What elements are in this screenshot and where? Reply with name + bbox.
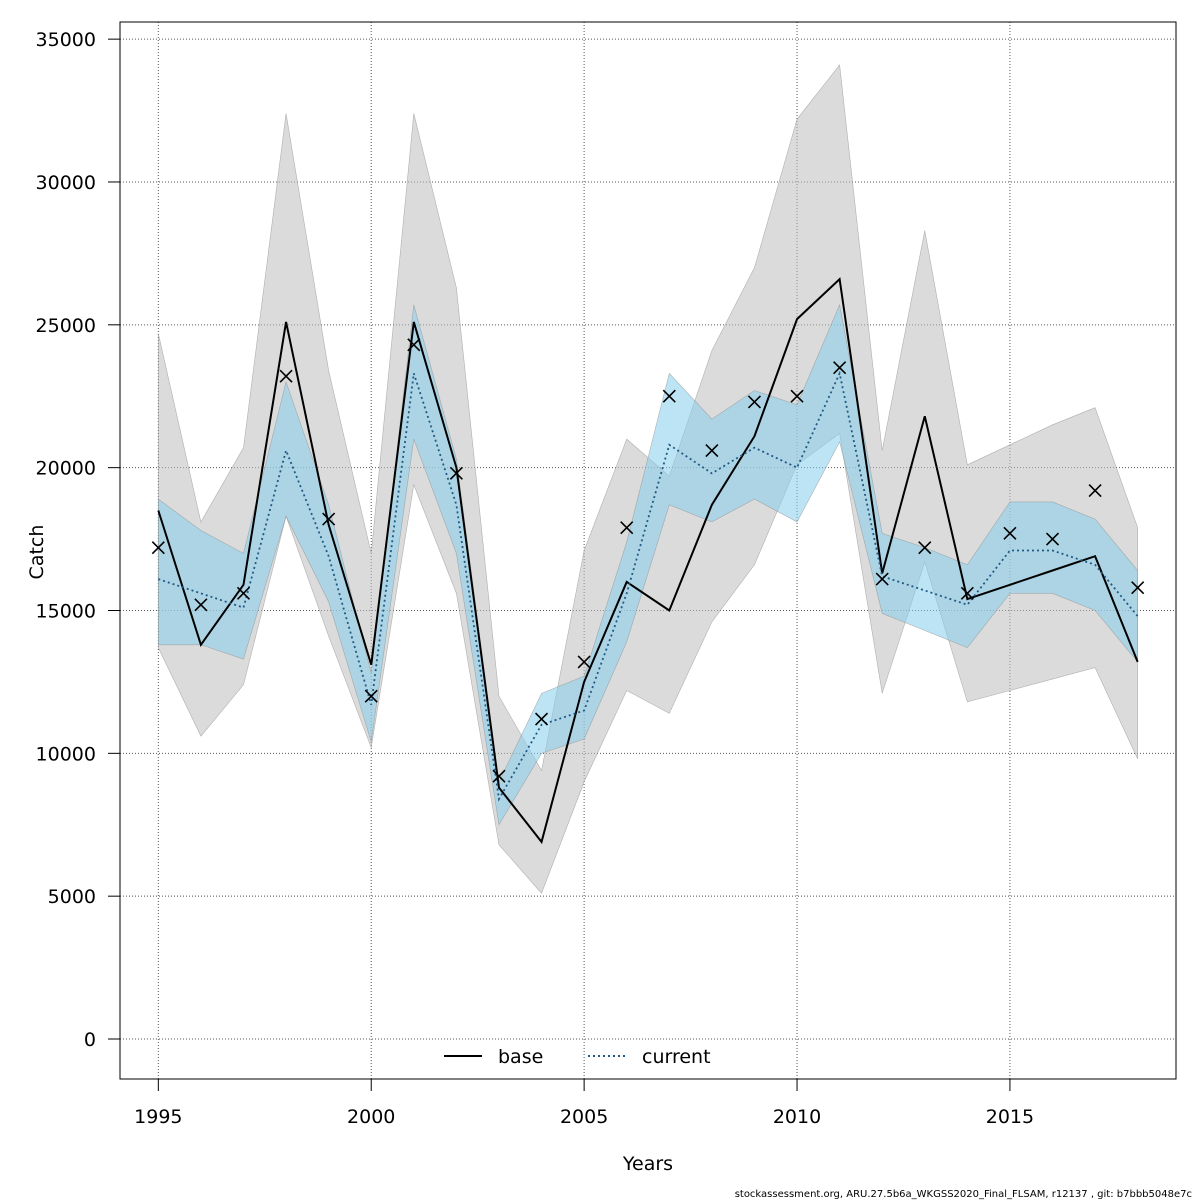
- y-tick-label: 35000: [36, 29, 96, 51]
- y-tick-label: 0: [84, 1029, 96, 1051]
- observation-marker: [364, 689, 378, 703]
- observation-marker: [747, 395, 762, 409]
- observation-marker: [279, 369, 293, 383]
- line-base: [157, 277, 1139, 845]
- x-tick-label: 2010: [773, 1106, 821, 1128]
- observation-marker: [875, 572, 889, 586]
- legend: base current: [444, 1046, 711, 1068]
- axes: 0 5000 10000 15000 20000 25000 30000 35000 1995 2…: [36, 29, 1035, 1128]
- observation-marker: [790, 389, 804, 403]
- observation-marker: [534, 712, 549, 726]
- x-tick-label: 2000: [347, 1106, 395, 1128]
- legend-base-label: base: [498, 1046, 543, 1068]
- series-lines: [157, 277, 1139, 845]
- observation-marker: [322, 512, 336, 526]
- observation-marker: [1045, 532, 1060, 546]
- observation-markers: [151, 338, 1145, 783]
- observation-marker: [151, 541, 165, 555]
- observation-marker: [1088, 483, 1102, 498]
- footer-attribution: stockassessment.org, ARU.27.5b6a_WKGSS20…: [735, 1189, 1192, 1200]
- y-tick-label: 30000: [36, 172, 96, 194]
- legend-current-label: current: [642, 1046, 711, 1068]
- observation-marker: [620, 521, 634, 535]
- observation-marker: [662, 389, 676, 403]
- observation-marker: [492, 769, 506, 783]
- x-tick-label: 1995: [134, 1106, 182, 1128]
- x-tick-label: 2015: [986, 1106, 1034, 1128]
- y-tick-label: 5000: [48, 886, 96, 908]
- observation-marker: [833, 361, 847, 375]
- observation-marker: [1003, 526, 1017, 540]
- x-tick-label: 2005: [560, 1106, 608, 1128]
- x-axis-title: Years: [622, 1153, 673, 1175]
- observation-marker: [449, 466, 463, 480]
- y-axis-title: Catch: [26, 525, 48, 580]
- observation-marker: [577, 655, 591, 669]
- observation-marker: [194, 598, 208, 612]
- observation-marker: [1131, 581, 1145, 595]
- y-tick-label: 10000: [36, 743, 96, 765]
- observation-marker: [236, 586, 251, 600]
- observation-marker: [705, 443, 719, 458]
- y-tick-label: 20000: [36, 458, 96, 480]
- y-tick-label: 25000: [36, 315, 96, 337]
- observation-marker: [407, 338, 421, 352]
- observation-marker: [918, 541, 932, 555]
- observation-marker: [960, 586, 974, 600]
- line-current: [158, 370, 1139, 802]
- y-tick-label: 15000: [36, 600, 96, 622]
